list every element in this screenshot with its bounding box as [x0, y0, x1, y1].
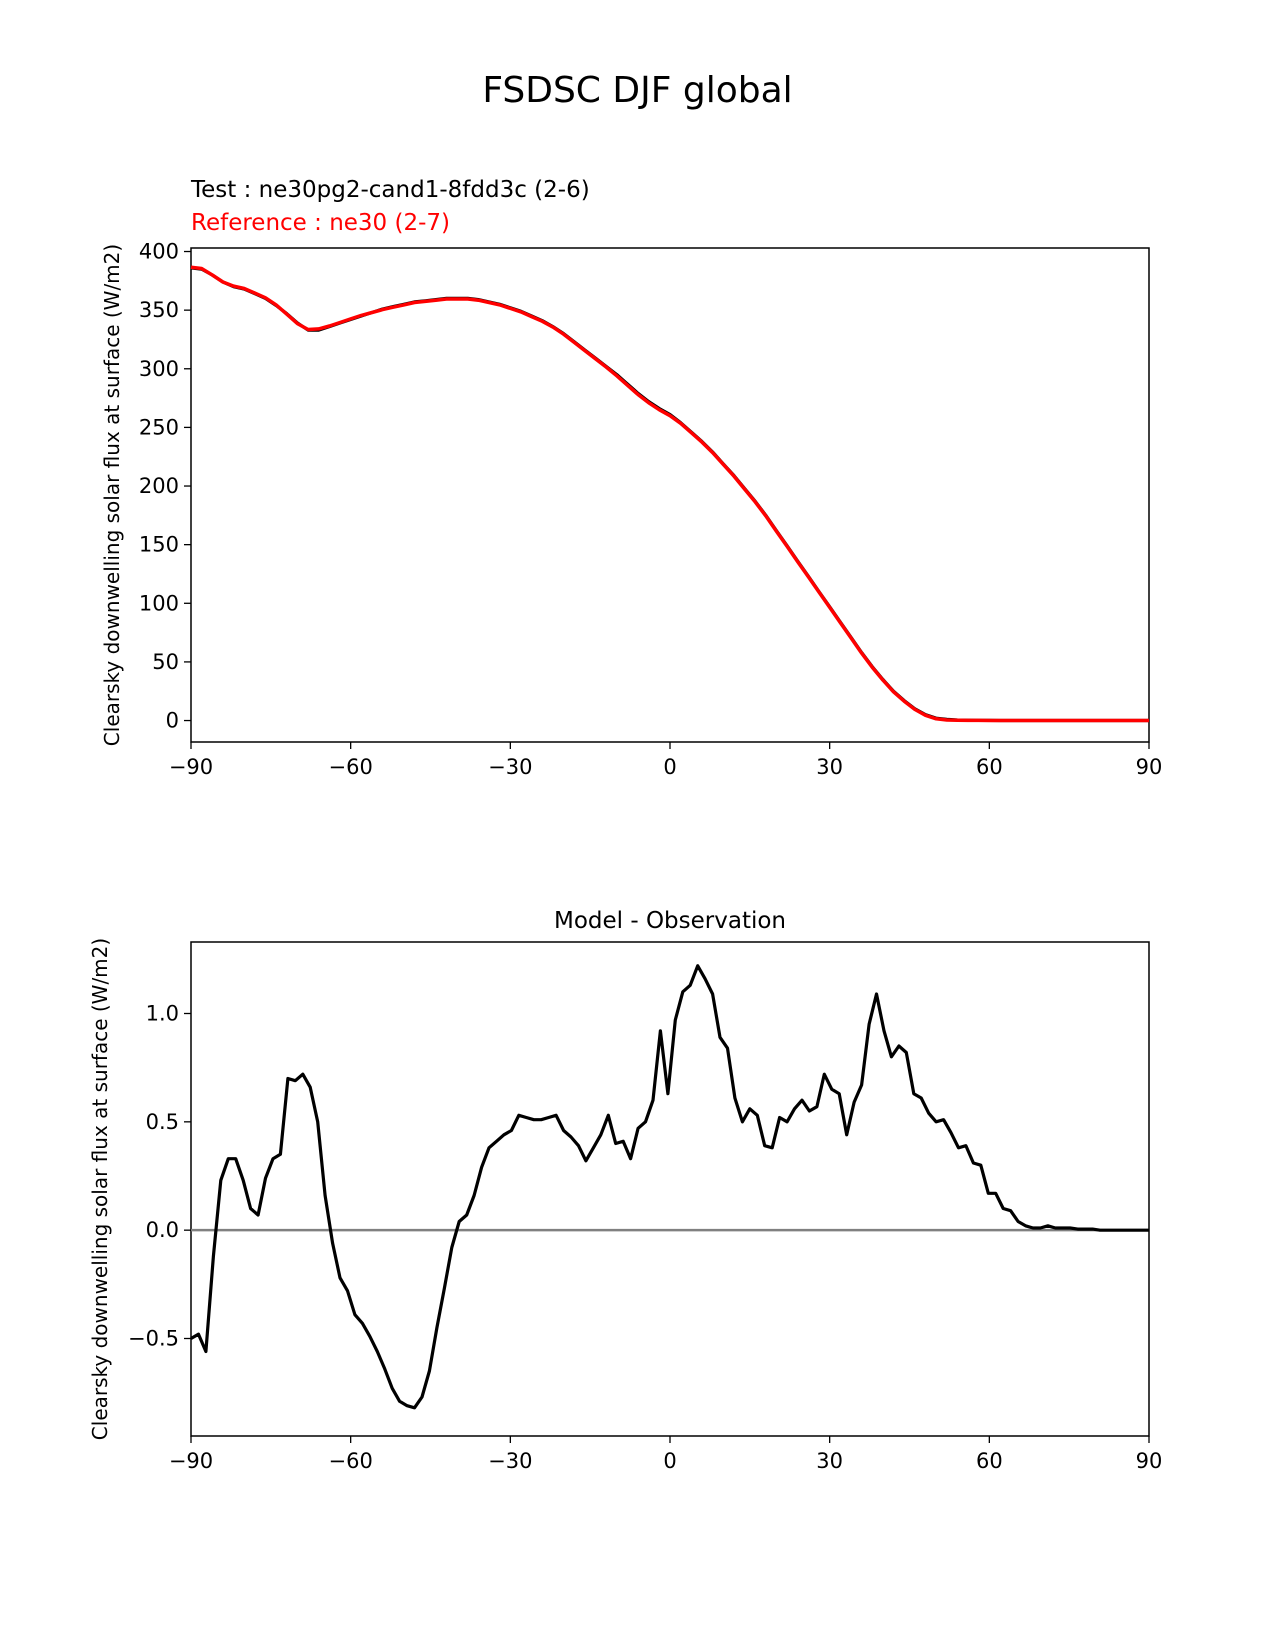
top-y-tick-label: 50	[152, 650, 179, 674]
bottom-subplot-title: Model - Observation	[554, 908, 786, 934]
top-y-tick-label: 350	[139, 298, 179, 322]
top-x-tick-label: 30	[816, 755, 843, 779]
bottom-y-tick-label: 0.0	[146, 1218, 179, 1242]
top-x-tick-label: −30	[488, 755, 532, 779]
bottom-x-tick-label: −30	[488, 1449, 532, 1473]
top-y-tick-label: 250	[139, 415, 179, 439]
bottom-series	[190, 964, 1149, 1410]
bottom-x-tick-label: −90	[169, 1449, 213, 1473]
top-y-tick-label: 200	[139, 474, 179, 498]
top-y-tick-label: 0	[166, 709, 179, 733]
bottom-axis-ticks: −90 −60 −30 0 30 60 90 −0.5 0.0 0.5 1.0	[128, 1002, 1162, 1474]
bottom-y-axis-label: Clearsky downwelling solar flux at surfa…	[88, 938, 112, 1440]
bottom-x-tick-label: 0	[663, 1449, 676, 1473]
top-series-reference-line	[190, 265, 1149, 723]
bottom-y-tick-label: −0.5	[128, 1327, 179, 1351]
figure-title: FSDSC DJF global	[482, 70, 793, 111]
top-x-tick-label: −90	[169, 755, 213, 779]
top-y-axis-label: Clearsky downwelling solar flux at surfa…	[100, 244, 124, 746]
top-y-tick-label: 300	[139, 357, 179, 381]
top-series	[190, 265, 1149, 723]
top-y-tick-label: 400	[139, 240, 179, 264]
top-y-tick-label: 150	[139, 533, 179, 557]
top-x-tick-label: 0	[663, 755, 676, 779]
bottom-x-tick-label: 60	[976, 1449, 1003, 1473]
test-label: Test : ne30pg2-cand1-8fdd3c (2-6)	[190, 177, 590, 203]
top-series-test-line	[190, 266, 1149, 723]
bottom-series-difference-line	[190, 964, 1149, 1410]
bottom-x-tick-label: 30	[816, 1449, 843, 1473]
top-axis-ticks: −90 −60 −30 0 30 60 90 0 50 100 150 200 250 300 350 400	[139, 240, 1162, 779]
bottom-panel: Model - Observation Clearsky downwelling…	[88, 908, 1162, 1473]
top-x-tick-label: −60	[329, 755, 373, 779]
top-x-tick-label: 90	[1136, 755, 1163, 779]
bottom-x-tick-label: −60	[329, 1449, 373, 1473]
bottom-y-tick-label: 0.5	[146, 1110, 179, 1134]
bottom-plot-area	[190, 941, 1150, 1437]
reference-label: Reference : ne30 (2-7)	[191, 210, 450, 236]
bottom-x-tick-label: 90	[1136, 1449, 1163, 1473]
top-plot-area	[190, 247, 1150, 743]
top-panel: Test : ne30pg2-cand1-8fdd3c (2-6) Refere…	[100, 177, 1162, 779]
top-y-tick-label: 100	[139, 591, 179, 615]
bottom-y-tick-label: 1.0	[146, 1002, 179, 1026]
top-x-tick-label: 60	[976, 755, 1003, 779]
